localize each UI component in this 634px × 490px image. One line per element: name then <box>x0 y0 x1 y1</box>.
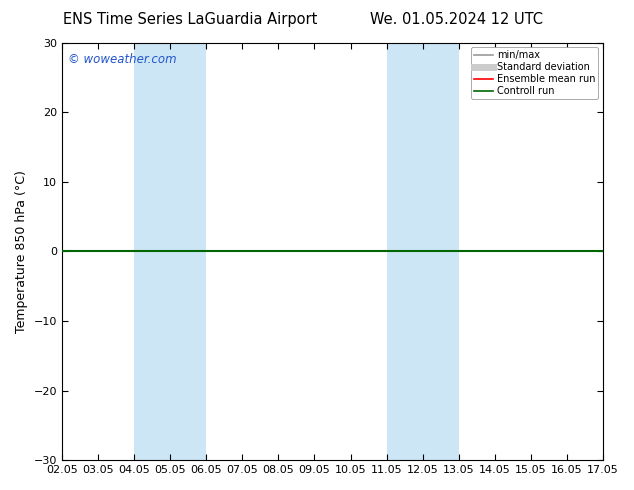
Text: ENS Time Series LaGuardia Airport: ENS Time Series LaGuardia Airport <box>63 12 318 27</box>
Text: © woweather.com: © woweather.com <box>68 53 177 66</box>
Y-axis label: Temperature 850 hPa (°C): Temperature 850 hPa (°C) <box>15 170 28 333</box>
Legend: min/max, Standard deviation, Ensemble mean run, Controll run: min/max, Standard deviation, Ensemble me… <box>470 48 598 99</box>
Text: We. 01.05.2024 12 UTC: We. 01.05.2024 12 UTC <box>370 12 543 27</box>
Bar <box>387 43 459 460</box>
Bar <box>134 43 206 460</box>
